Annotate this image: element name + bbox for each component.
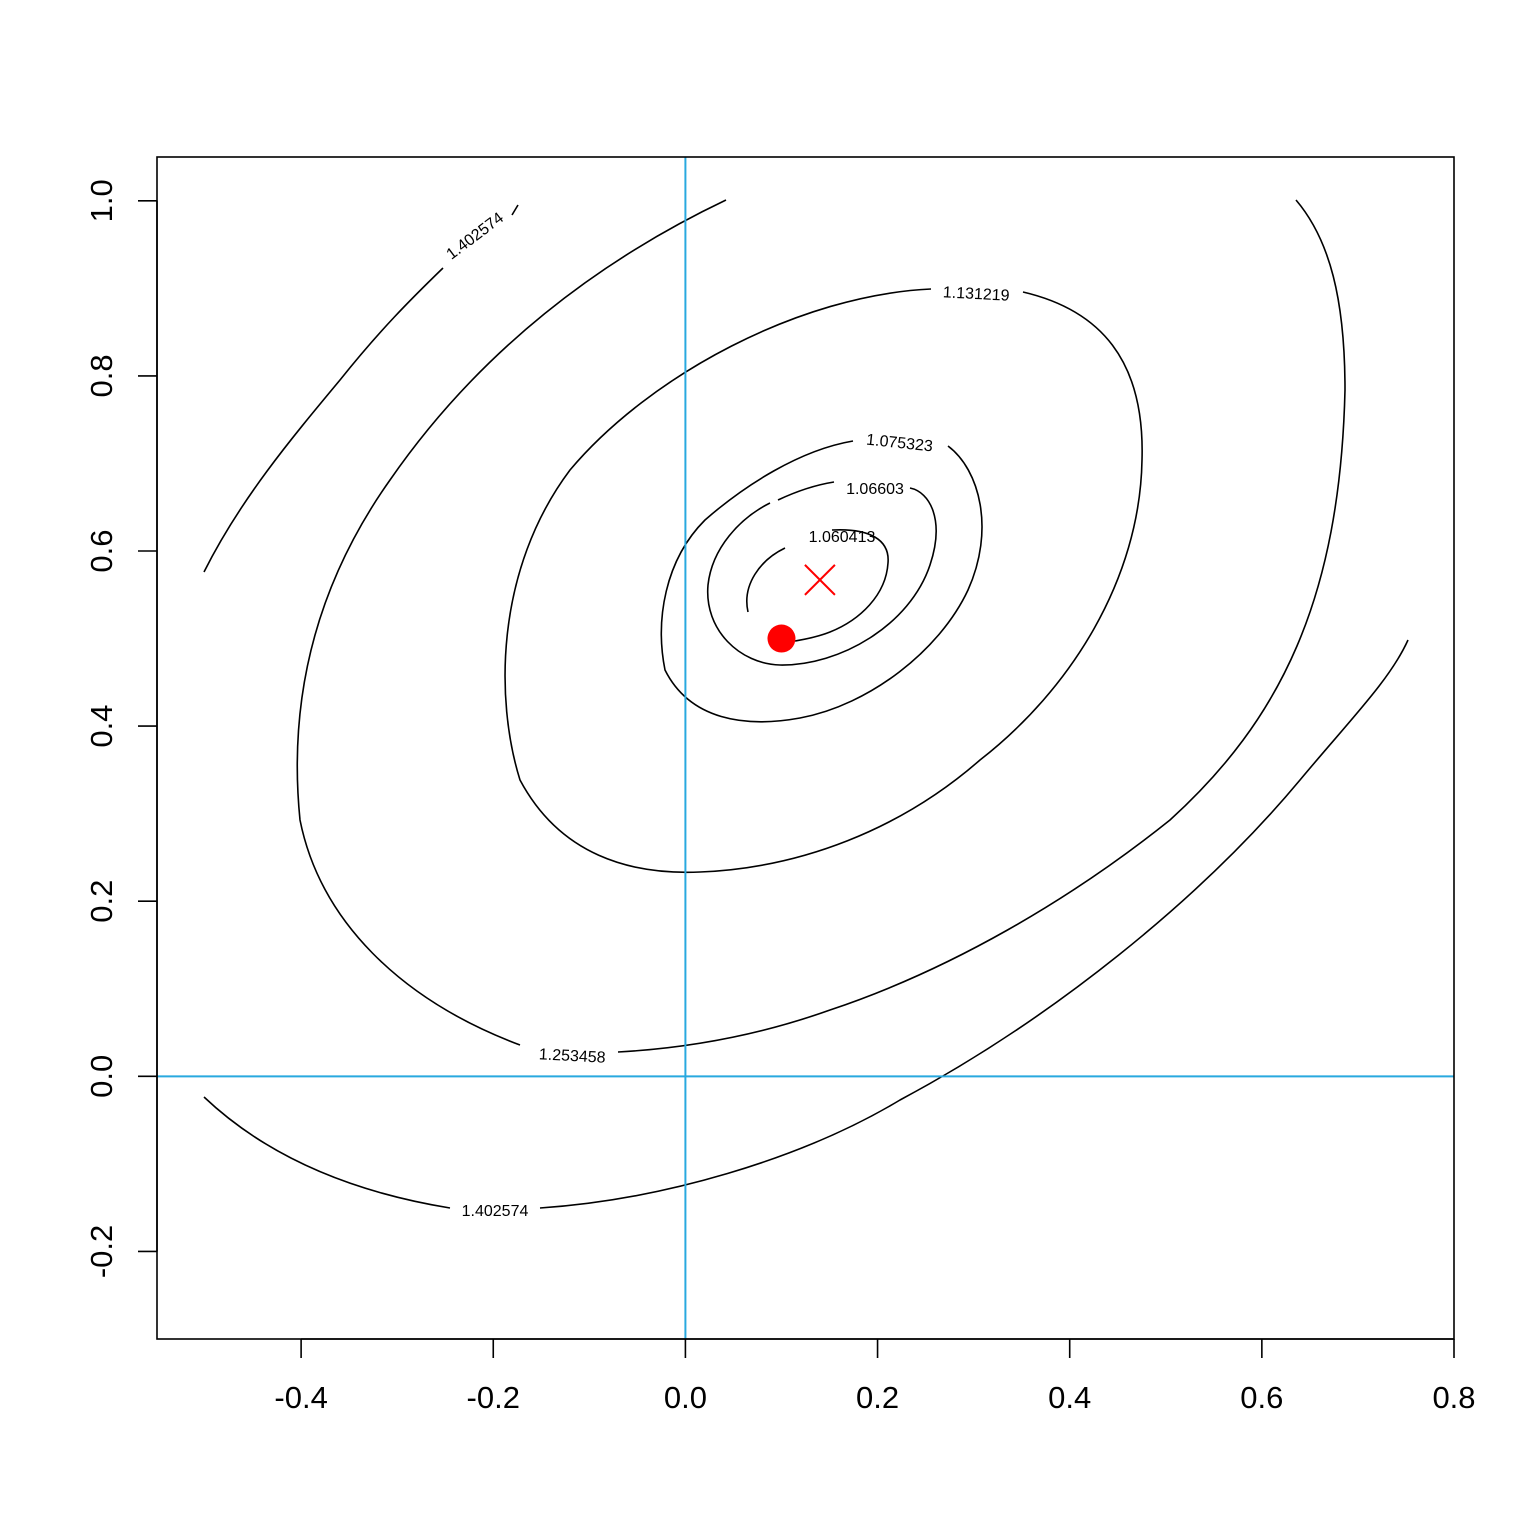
y-tick-label: 0.8 [84,354,119,397]
markers [767,564,836,653]
contour-label: 1.253458 [538,1046,606,1066]
x-tick-label: 0.0 [664,1380,707,1415]
y-tick-label: -0.2 [84,1225,119,1278]
cross-stroke [804,564,836,596]
contour-line-1-06603 [707,481,937,666]
x-axis: -0.4 -0.2 0.0 0.2 0.4 0.6 0.8 [274,1338,1476,1415]
contour-line-1-253458 [296,199,1346,1053]
plot-frame [156,156,1455,1340]
x-tick-label: -0.2 [467,1380,520,1415]
y-tick-label: 0.0 [84,1055,119,1098]
contour-label: 1.131219 [942,284,1010,304]
x-tick-label: 0.8 [1432,1380,1475,1415]
y-tick-label: 0.6 [84,529,119,572]
contour-label: 1.060413 [809,529,876,546]
y-axis: -0.2 0.0 0.2 0.4 0.6 0.8 1.0 [84,179,158,1278]
start-point-marker [767,624,796,653]
contour-label: 1.402574 [444,209,508,263]
contour-labels: 1.060413 1.06603 1.075323 1.131219 1.253… [444,209,1011,1220]
contour-line-1-402574-upper [203,204,519,573]
y-tick-label: 0.2 [84,880,119,923]
contour-label: 1.075323 [865,432,933,456]
y-tick-label: 1.0 [84,179,119,222]
x-tick-label: 0.6 [1240,1380,1283,1415]
contour-label: 1.402574 [462,1203,529,1220]
y-tick-label: 0.4 [84,705,119,748]
contour-line-1-060413 [746,529,889,642]
contour-lines [203,199,1409,1209]
x-tick-label: 0.4 [1048,1380,1091,1415]
x-tick-label: 0.2 [856,1380,899,1415]
contour-line-1-402574-lower [203,639,1409,1209]
contour-line-1-131219 [504,288,1143,874]
reference-lines [157,157,1454,1339]
contour-line-1-075323 [660,440,983,723]
contour-label: 1.06603 [846,481,904,498]
x-tick-label: -0.4 [274,1380,327,1415]
minimum-point-marker [804,564,836,596]
